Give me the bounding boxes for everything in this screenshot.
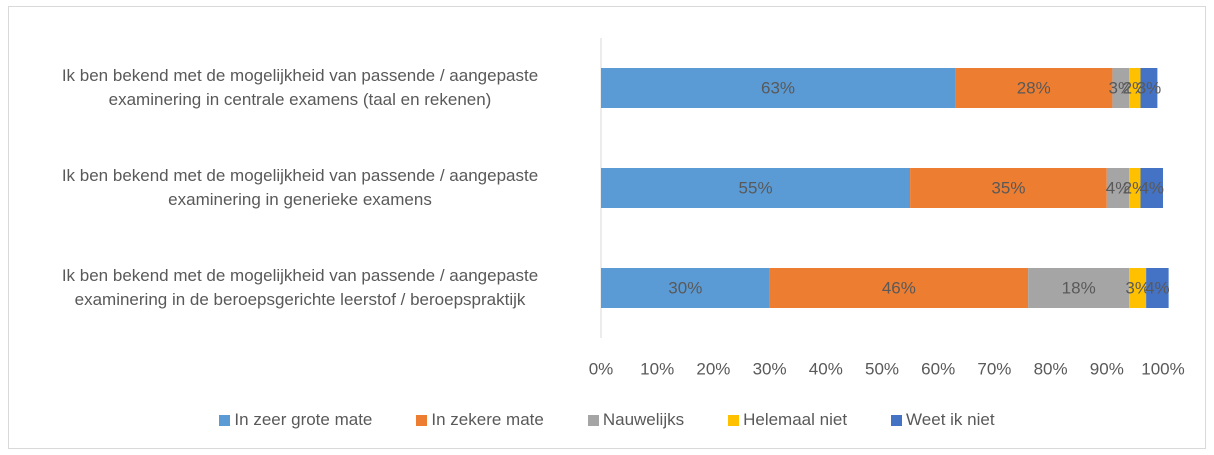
legend-item: Helemaal niet [728, 410, 847, 430]
data-label: 3% [1109, 78, 1134, 97]
data-label: 3% [1137, 78, 1162, 97]
bar-segment [1106, 168, 1130, 208]
legend-label: In zekere mate [431, 410, 544, 429]
data-label: 4% [1106, 178, 1131, 197]
data-label: 18% [1062, 278, 1096, 297]
legend-item: In zekere mate [416, 410, 544, 430]
legend-swatch [587, 414, 599, 426]
legend-label: In zeer grote mate [234, 410, 373, 429]
bar-segment [1146, 268, 1169, 308]
bar-segment [601, 268, 770, 308]
bar-segment [1112, 68, 1130, 108]
chart-frame [8, 6, 1206, 449]
data-label: 28% [1017, 78, 1051, 97]
legend-item: Nauwelijks [587, 410, 685, 430]
bar-segment [1140, 68, 1158, 108]
x-tick-label: 60% [921, 359, 955, 378]
x-tick-label: 0% [589, 359, 614, 378]
category-label: Ik ben bekend met de mogelijkheid van pa… [61, 166, 539, 209]
data-label: 35% [991, 178, 1025, 197]
data-label: 4% [1145, 278, 1170, 297]
data-label: 63% [761, 78, 795, 97]
bar-segment [601, 68, 956, 108]
data-label: 3% [1125, 278, 1150, 297]
legend-item: Weet ik niet [891, 410, 995, 430]
x-tick-label: 20% [696, 359, 730, 378]
x-tick-label: 10% [640, 359, 674, 378]
x-tick-label: 80% [1034, 359, 1068, 378]
bar-segment [1028, 268, 1130, 308]
x-tick-label: 30% [753, 359, 787, 378]
x-tick-label: 70% [977, 359, 1011, 378]
legend-swatch [416, 414, 428, 426]
legend-item: In zeer grote mate [219, 410, 372, 430]
legend-swatch [891, 414, 903, 426]
data-label: 30% [668, 278, 702, 297]
x-tick-label: 90% [1090, 359, 1124, 378]
x-tick-label: 100% [1141, 359, 1184, 378]
data-label: 46% [882, 278, 916, 297]
bar-segment [1140, 168, 1163, 208]
bar-segment [1129, 68, 1141, 108]
bar-segment [1129, 268, 1147, 308]
x-tick-label: 50% [865, 359, 899, 378]
legend-label: Weet ik niet [906, 410, 995, 429]
x-tick-label: 40% [809, 359, 843, 378]
legend-swatch [728, 414, 740, 426]
bar-segment [769, 268, 1029, 308]
data-label: 4% [1139, 178, 1164, 197]
bar-segment [1129, 168, 1141, 208]
category-label: Ik ben bekend met de mogelijkheid van pa… [61, 266, 539, 309]
bar-segment [910, 168, 1107, 208]
bar-segment [601, 168, 911, 208]
category-label: Ik ben bekend met de mogelijkheid van pa… [61, 66, 539, 109]
legend: In zeer grote mate In zekere mate Nauwelij… [0, 410, 1214, 430]
bar-segment [955, 68, 1113, 108]
data-label: 55% [739, 178, 773, 197]
legend-label: Helemaal niet [743, 410, 848, 429]
legend-swatch [219, 414, 231, 426]
legend-label: Nauwelijks [602, 410, 685, 429]
